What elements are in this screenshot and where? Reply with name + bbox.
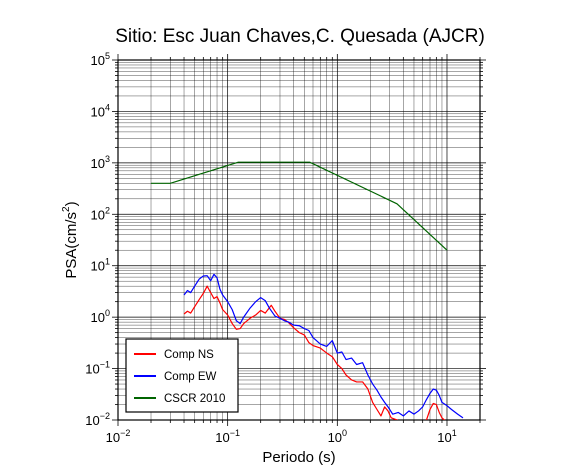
y-tick-label: 10−1 bbox=[85, 360, 110, 377]
y-tick-label: 104 bbox=[91, 102, 110, 119]
y-axis-label-exponent: 2 bbox=[61, 206, 72, 212]
axis-ticks bbox=[112, 54, 486, 426]
x-tick-label: 10−2 bbox=[106, 428, 131, 445]
y-tick-label: 103 bbox=[91, 154, 110, 171]
x-tick-label: 101 bbox=[437, 428, 456, 445]
y-tick-label: 102 bbox=[91, 205, 110, 222]
series-line-comp-ew bbox=[183, 273, 464, 419]
legend-items: Comp NS Comp EW CSCR 2010 bbox=[134, 349, 225, 405]
x-tick-label: 100 bbox=[328, 428, 347, 445]
y-tick-labels: 10−2 10−1 100 101 102 103 104 105 bbox=[85, 51, 110, 428]
y-tick-label: 10−2 bbox=[85, 411, 110, 428]
y-axis-label-close: ) bbox=[63, 201, 80, 206]
series-group bbox=[151, 161, 464, 420]
y-tick-label: 101 bbox=[91, 257, 110, 274]
plot-frame bbox=[117, 59, 481, 421]
x-axis-label: Periodo (s) bbox=[262, 449, 335, 466]
chart-title: Sitio: Esc Juan Chaves,C. Quesada (AJCR) bbox=[115, 26, 485, 47]
y-axis-label-base: PSA(cm/s bbox=[63, 212, 80, 279]
series-line-comp-ns bbox=[183, 285, 446, 420]
legend: Comp NS Comp EW CSCR 2010 bbox=[125, 338, 239, 413]
y-tick-label: 105 bbox=[91, 51, 110, 68]
grid bbox=[117, 59, 481, 421]
series-line-cscr-2010 bbox=[151, 161, 448, 251]
legend-label-cscr-2010: CSCR 2010 bbox=[164, 393, 225, 405]
y-tick-label: 100 bbox=[91, 308, 110, 325]
legend-label-comp-ns: Comp NS bbox=[164, 349, 214, 361]
x-tick-labels: 10−2 10−1 100 101 bbox=[106, 428, 457, 445]
legend-label-comp-ew: Comp EW bbox=[164, 371, 217, 383]
y-axis-label: PSA(cm/s2) bbox=[61, 201, 80, 278]
x-tick-label: 10−1 bbox=[215, 428, 240, 445]
